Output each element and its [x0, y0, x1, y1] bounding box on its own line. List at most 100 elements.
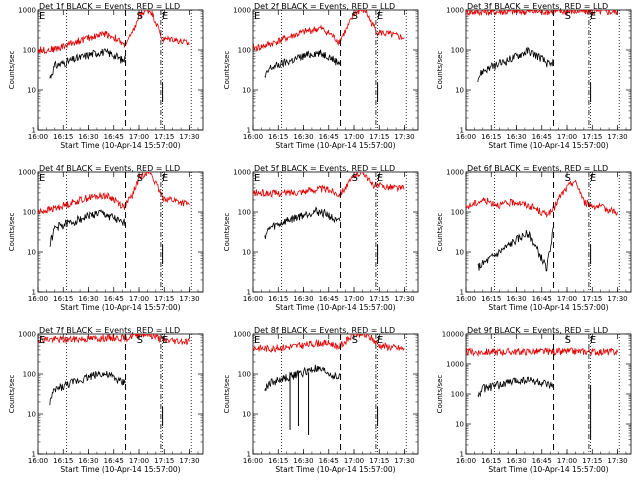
- panel-title: Det 1f BLACK = Events, RED = LLD: [39, 2, 180, 11]
- marker-label: S: [137, 11, 143, 22]
- x-tick-label: 17:00: [557, 133, 577, 141]
- panel-title: Det 9f BLACK = Events, RED = LLD: [467, 326, 608, 335]
- x-tick-label: 16:30: [78, 457, 98, 465]
- x-tick-label: 17:15: [369, 457, 389, 465]
- lld-series-line: [253, 172, 405, 198]
- x-tick-label: 16:30: [506, 295, 526, 303]
- x-tick-label: 16:00: [28, 133, 48, 141]
- y-tick-label: 1000: [18, 169, 36, 177]
- panel-title: Det 8f BLACK = Events, RED = LLD: [254, 326, 395, 335]
- x-tick-label: 16:15: [481, 295, 501, 303]
- y-tick-label: 100: [23, 47, 36, 55]
- x-tick-label: 17:15: [154, 457, 174, 465]
- y-tick-label: 1000: [233, 331, 251, 339]
- x-tick-label: 16:30: [293, 295, 313, 303]
- y-tick-label: 10: [242, 411, 251, 419]
- y-axis-label: Counts/sec: [223, 375, 231, 414]
- x-tick-label: 16:30: [78, 295, 98, 303]
- y-tick-label: 100: [238, 47, 251, 55]
- marker-label: E: [590, 335, 596, 346]
- panel-det-9: Det 9f BLACK = Events, RED = LLD 1 10 100 10…: [436, 326, 632, 474]
- y-tick-label: 1: [460, 127, 464, 135]
- events-series-line: [49, 209, 126, 247]
- y-tick-label: 1: [460, 289, 464, 297]
- marker-label: E: [39, 173, 45, 184]
- marker-label: E: [39, 11, 45, 22]
- y-tick-label: 1000: [18, 7, 36, 15]
- x-tick-label: 17:00: [557, 295, 577, 303]
- x-axis-label: Start Time (10-Apr-14 15:57:00): [488, 141, 608, 150]
- x-tick-label: 17:30: [179, 133, 199, 141]
- marker-label: E: [162, 173, 168, 184]
- x-tick-label: 16:45: [104, 457, 124, 465]
- lld-series-line: [466, 10, 618, 17]
- x-tick-label: 16:45: [532, 133, 552, 141]
- x-tick-label: 17:30: [607, 457, 627, 465]
- events-series-line: [49, 370, 126, 406]
- x-tick-label: 17:15: [154, 133, 174, 141]
- x-tick-label: 16:30: [78, 133, 98, 141]
- x-tick-label: 16:15: [53, 457, 73, 465]
- marker-label: S: [352, 11, 358, 22]
- y-tick-label: 10: [455, 421, 464, 429]
- lld-series-line: [253, 334, 405, 353]
- marker-label: S: [565, 335, 571, 346]
- y-tick-label: 1000: [446, 361, 464, 369]
- lld-series-line: [38, 334, 190, 346]
- marker-label: S: [352, 335, 358, 346]
- x-tick-label: 16:30: [506, 457, 526, 465]
- marker-label: E: [254, 11, 260, 22]
- y-axis-label: Counts/sec: [436, 375, 444, 414]
- y-tick-label: 100: [23, 209, 36, 217]
- lld-series-line: [38, 10, 190, 55]
- x-tick-label: 17:30: [394, 133, 414, 141]
- y-axis-label: Counts/sec: [223, 51, 231, 90]
- x-tick-label: 17:15: [154, 295, 174, 303]
- y-tick-label: 1: [247, 127, 251, 135]
- y-tick-label: 100: [238, 209, 251, 217]
- events-series-line: [264, 206, 341, 240]
- plot-frame: [37, 171, 204, 293]
- x-tick-label: 16:00: [456, 295, 476, 303]
- plot-frame: [252, 171, 419, 293]
- panel-det-5: Det 5f BLACK = Events, RED = LLD 1 10 100 10…: [223, 164, 419, 312]
- x-tick-label: 17:30: [607, 133, 627, 141]
- events-series-line: [477, 46, 554, 83]
- marker-label: E: [377, 173, 383, 184]
- y-tick-label: 1: [247, 289, 251, 297]
- x-tick-label: 17:00: [129, 295, 149, 303]
- x-tick-label: 17:30: [179, 457, 199, 465]
- x-tick-label: 16:15: [268, 133, 288, 141]
- x-tick-label: 17:15: [582, 133, 602, 141]
- y-axis-label: Counts/sec: [8, 213, 16, 252]
- panel-title: Det 7f BLACK = Events, RED = LLD: [39, 326, 180, 335]
- x-tick-label: 17:00: [344, 457, 364, 465]
- y-tick-label: 1: [460, 451, 464, 459]
- x-tick-label: 16:00: [243, 133, 263, 141]
- x-axis-label: Start Time (10-Apr-14 15:57:00): [275, 465, 395, 474]
- y-tick-label: 10: [242, 87, 251, 95]
- marker-label: E: [254, 173, 260, 184]
- y-tick-label: 1: [247, 451, 251, 459]
- x-tick-label: 16:45: [319, 457, 339, 465]
- x-tick-label: 16:30: [293, 457, 313, 465]
- x-tick-label: 17:15: [582, 457, 602, 465]
- x-tick-label: 16:15: [53, 295, 73, 303]
- plot-frame: [252, 9, 419, 131]
- y-tick-label: 10: [242, 249, 251, 257]
- x-tick-label: 17:00: [129, 133, 149, 141]
- lld-series-line: [38, 172, 190, 215]
- panel-title: Det 2f BLACK = Events, RED = LLD: [254, 2, 395, 11]
- y-axis-label: Counts/sec: [8, 51, 16, 90]
- marker-label: E: [254, 335, 260, 346]
- x-tick-label: 16:00: [456, 133, 476, 141]
- y-tick-label: 1000: [446, 169, 464, 177]
- lld-series-line: [253, 10, 405, 53]
- x-tick-label: 17:30: [394, 295, 414, 303]
- x-tick-label: 16:45: [532, 457, 552, 465]
- x-tick-label: 16:15: [481, 457, 501, 465]
- x-tick-label: 16:00: [456, 457, 476, 465]
- x-tick-label: 16:00: [243, 457, 263, 465]
- events-series-line: [264, 364, 341, 391]
